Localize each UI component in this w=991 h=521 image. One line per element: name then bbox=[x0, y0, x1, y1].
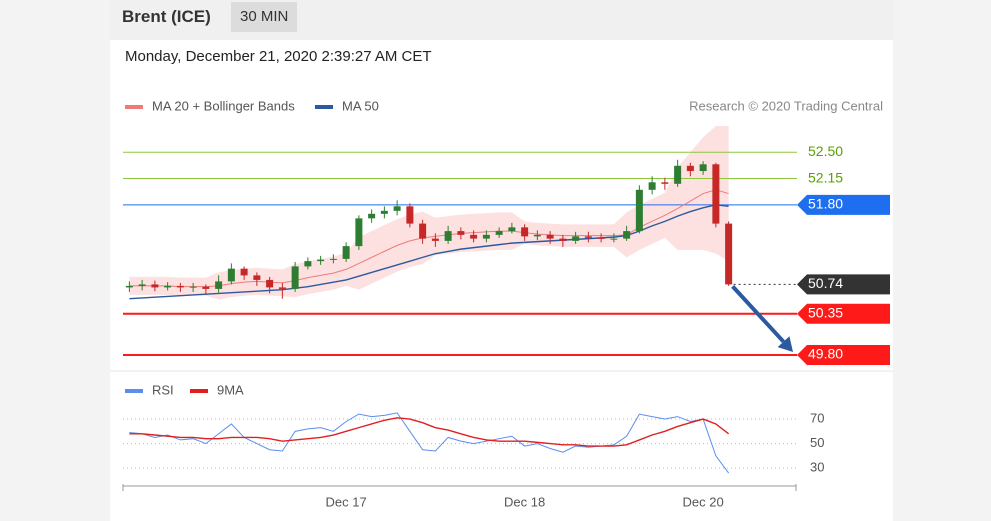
candle-body bbox=[355, 218, 363, 247]
candle-body bbox=[470, 234, 478, 239]
candle-body bbox=[495, 231, 503, 235]
level-label: 50.74 bbox=[808, 275, 843, 291]
level-label: 51.80 bbox=[808, 196, 843, 212]
candle-body bbox=[380, 210, 388, 214]
level-tag bbox=[797, 303, 890, 324]
bollinger-band bbox=[129, 126, 729, 300]
level-label: 49.80 bbox=[808, 346, 843, 362]
y-tick-label: 50 bbox=[810, 435, 824, 450]
candle-body bbox=[278, 287, 286, 289]
candle-body bbox=[317, 259, 325, 262]
x-tick-label: Dec 20 bbox=[683, 494, 724, 509]
candle-body bbox=[329, 258, 337, 260]
legend-label: RSI bbox=[152, 382, 174, 397]
projection-arrow-head bbox=[777, 336, 793, 352]
candle-body bbox=[189, 286, 197, 288]
credit: Research © 2020 Trading Central bbox=[689, 98, 883, 113]
candle-body bbox=[215, 281, 223, 289]
legend-label: MA 20 + Bollinger Bands bbox=[152, 98, 295, 113]
timestamp: Monday, December 21, 2020 2:39:27 AM CET bbox=[125, 48, 432, 65]
candle-body bbox=[648, 182, 656, 190]
candle-body bbox=[227, 268, 235, 282]
candle-body bbox=[368, 213, 376, 219]
projection-arrow bbox=[731, 285, 785, 344]
candle-body bbox=[164, 285, 172, 288]
level-label: 52.15 bbox=[808, 169, 843, 185]
candle-body bbox=[457, 231, 465, 235]
legend-label: MA 50 bbox=[342, 98, 379, 113]
candle-body bbox=[176, 285, 184, 288]
candle-body bbox=[419, 223, 427, 239]
candle-body bbox=[406, 206, 414, 224]
candle-body bbox=[674, 165, 682, 184]
candle-body bbox=[725, 223, 733, 285]
candle-body bbox=[151, 284, 159, 288]
x-tick-label: Dec 17 bbox=[326, 494, 367, 509]
candle-body bbox=[623, 231, 631, 239]
candle-body bbox=[584, 236, 592, 238]
candle-body bbox=[125, 285, 133, 288]
instrument: Brent (ICE) bbox=[122, 7, 211, 26]
candle-body bbox=[444, 231, 452, 241]
legend-label: 9MA bbox=[217, 382, 244, 397]
top-bar: Brent (ICE) 30 MIN bbox=[110, 0, 893, 40]
candle-body bbox=[661, 182, 669, 184]
level-tag bbox=[797, 194, 890, 215]
level-tag bbox=[797, 274, 890, 295]
candle-body bbox=[712, 164, 720, 224]
level-label: 52.50 bbox=[808, 143, 843, 159]
y-tick-label: 70 bbox=[810, 410, 824, 425]
candle-body bbox=[240, 268, 248, 276]
candle-body bbox=[572, 236, 580, 241]
candle-body bbox=[304, 261, 312, 267]
candle-body bbox=[533, 234, 541, 237]
y-tick-label: 30 bbox=[810, 460, 824, 475]
candle-body bbox=[291, 266, 299, 289]
x-tick-label: Dec 18 bbox=[504, 494, 545, 509]
candle-body bbox=[597, 237, 605, 239]
candle-body bbox=[635, 189, 643, 232]
candle-body bbox=[138, 284, 146, 286]
candle-body bbox=[253, 275, 261, 280]
candle-body bbox=[202, 286, 210, 289]
candle-body bbox=[559, 238, 567, 241]
level-tag bbox=[797, 344, 890, 365]
candle-body bbox=[546, 234, 554, 239]
candle-body bbox=[342, 246, 350, 259]
candle-body bbox=[508, 227, 516, 232]
candle-body bbox=[686, 165, 694, 172]
timeframe-button[interactable]: 30 MIN bbox=[231, 2, 298, 32]
level-label: 50.35 bbox=[808, 304, 843, 320]
candle-body bbox=[266, 279, 274, 288]
candle-body bbox=[393, 206, 401, 211]
candle-body bbox=[521, 227, 529, 237]
candle-body bbox=[431, 238, 439, 241]
candle-body bbox=[482, 234, 490, 239]
candle-body bbox=[699, 164, 707, 172]
series-line bbox=[129, 417, 730, 447]
series-line bbox=[129, 412, 730, 474]
candle-body bbox=[610, 238, 618, 240]
